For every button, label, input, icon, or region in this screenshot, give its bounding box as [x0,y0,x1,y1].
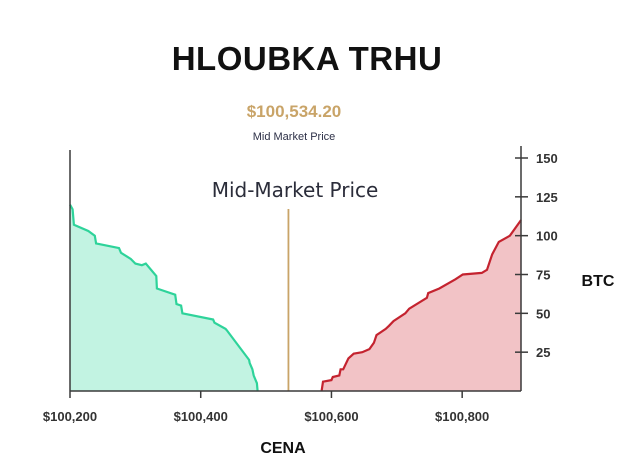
mid-price-value: $100,534.20 [247,102,342,121]
ask-depth-line [320,219,522,392]
y-tick-label: 100 [536,229,558,244]
y-ticks: 25 50 75 100 125 150 [515,151,558,360]
x-tick-label: $100,600 [304,409,358,424]
y-tick-label: 25 [536,345,550,360]
mid-market-annotation: Mid-Market Price [212,178,379,202]
y-tick-label: 150 [536,151,558,166]
x-ticks: $100,200 $100,400 $100,600 $100,800 [43,391,489,424]
y-tick-label: 50 [536,306,550,321]
x-axis-title: CENA [260,440,306,457]
ask-depth-area [321,220,521,391]
y-axis-title: BTC [582,273,615,290]
chart-title: HLOUBKA TRHU [172,40,443,77]
y-tick-label: 125 [536,190,558,205]
bid-depth-line [69,204,259,392]
x-tick-label: $100,800 [435,409,489,424]
mid-price-caption: Mid Market Price [253,131,336,143]
x-tick-label: $100,400 [174,409,228,424]
y-tick-label: 75 [536,268,550,283]
x-tick-label: $100,200 [43,409,97,424]
bid-depth-area [70,204,258,391]
